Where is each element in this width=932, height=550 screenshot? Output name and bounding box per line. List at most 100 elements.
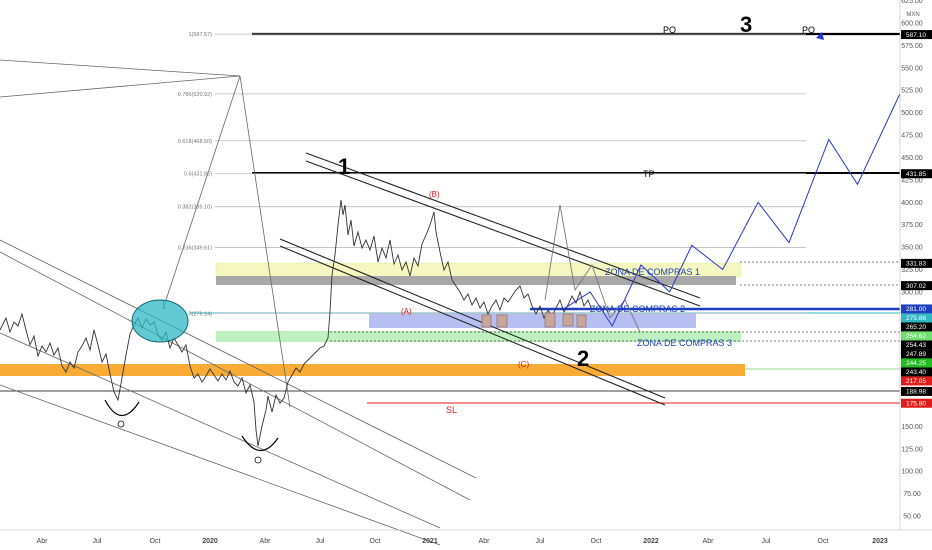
price-box [901,304,932,314]
projection-arrow [816,32,824,40]
y-tick-label: 400.00 [901,200,923,207]
y-tick-label: 350.00 [901,245,923,252]
x-tick-label: Jul [316,538,325,545]
price-box-label: 254.43 [906,342,926,349]
x-tick-label: Oct [150,538,161,545]
price-box [901,169,932,179]
price-box-label: 331.83 [906,261,926,268]
x-tick-label: 2021 [422,538,438,545]
y-tick-label: 50.00 [903,514,921,521]
y-tick-label: 550.00 [901,65,923,72]
x-tick-label: Abr [479,538,491,545]
y-tick-label: 625.00 [901,0,923,5]
price-box-label: 244.25 [906,360,926,367]
y-tick-label: 575.00 [901,43,923,50]
price-box-label: 247.89 [906,351,926,358]
fib-label: 0(276.14) [188,311,212,317]
price-box [901,376,932,386]
zone-gray [216,276,736,285]
price-box-label: 265.20 [906,324,926,331]
x-tick-label: Abr [37,538,49,545]
fib-label: 0.618(468.60) [178,139,212,145]
label-wave-1: 1 [338,154,350,179]
y-tick-label: 75.00 [903,491,921,498]
price-box [901,398,932,408]
y-tick-label: 325.00 [901,267,923,274]
price-box-label: 217.05 [906,378,926,385]
price-box [901,313,932,323]
label-zone-1: ZONA DE COMPRAS 1 [605,267,700,277]
x-tick-label: Oct [591,538,602,545]
x-tick-label: 2023 [872,538,888,545]
x-tick-label: 2020 [202,538,218,545]
price-box-label: 281.00 [906,306,926,313]
price-box [901,331,932,341]
x-tick-label: Oct [818,538,829,545]
label-sl: SL [446,405,457,415]
zones [0,262,745,376]
arc-right [241,435,279,452]
x-tick-label: Jul [536,538,545,545]
y-tick-label: 375.00 [901,222,923,229]
y-tick-label: 500.00 [901,110,923,117]
annotations: PO PO 3 1 2 TP (B) (A) (C) SL ZONA DE CO… [338,12,815,415]
x-tick-label: Jul [93,538,102,545]
price-box-label: 254.62 [906,333,926,340]
currency-label: MXN [906,12,919,18]
price-labels: 587.10 431.85 331.83 307.02 281.00 275.86 265.… [901,30,932,408]
label-zone-3: ZONA DE COMPRAS 3 [637,338,732,348]
arc-left [104,399,140,417]
price-box-label: 307.02 [906,283,926,290]
y-tick-label: 600.00 [901,21,923,28]
price-box [901,386,932,396]
candle-markers [481,312,587,328]
x-axis-ticks: Abr Jul Oct 2020 Abr Jul Oct 2021 Abr Jul Oct 2022 A… [37,538,888,545]
y-tick-label: 150.00 [901,424,923,431]
fib-label: 0.382(395.10) [178,205,212,211]
x-tick-label: Abr [703,538,715,545]
y-tick-label: 525.00 [901,88,923,95]
trend-lines [0,59,701,546]
price-box [901,30,932,40]
fib-levels: 1(587.57) 0.786(520.92) 0.618(468.60) 0.5(4… [178,32,806,317]
price-box-label: 175.80 [906,401,926,408]
price-box-label: 431.85 [906,171,926,178]
x-tick-label: 2022 [643,538,659,545]
fib-label: 0.786(520.92) [178,92,212,98]
x-tick-label: Abr [260,538,272,545]
price-box [901,258,932,268]
price-box [901,367,932,377]
highlight-circle [131,299,189,343]
levels [0,32,900,404]
price-box [901,281,932,291]
label-a: (A) [401,307,412,316]
fib-label: 0.236(349.61) [178,245,212,251]
label-po-right: PO [802,25,815,35]
y-tick-label: 300.00 [901,289,923,296]
price-box [901,349,932,359]
price-box [901,322,932,332]
price-box-label: 275.86 [906,315,926,322]
fib-label: 0.5(431.85) [184,172,212,178]
fib-label: 1(587.57) [188,32,212,38]
zone-compras-2 [369,313,696,328]
label-tp: TP [643,169,655,179]
projection-path [563,93,932,328]
label-wave-2: 2 [577,346,589,371]
price-box-label: 587.10 [906,32,926,39]
x-tick-label: Oct [370,538,381,545]
label-zone-2: ZONA DE COMPRAS 2 [590,304,685,314]
label-wave-3: 3 [740,12,752,37]
label-po-left: PO [663,25,676,35]
zone-compras-3 [216,331,741,342]
y-tick-label: 125.00 [901,446,923,453]
zone-orange [0,364,745,376]
price-box-label: 188.98 [906,389,926,396]
price-history [0,199,593,447]
label-b: (B) [429,190,440,199]
y-tick-label: 100.00 [901,469,923,476]
price-box-label: 243.40 [906,369,926,376]
x-tick-label: Jul [762,538,771,545]
y-tick-label: 450.00 [901,155,923,162]
